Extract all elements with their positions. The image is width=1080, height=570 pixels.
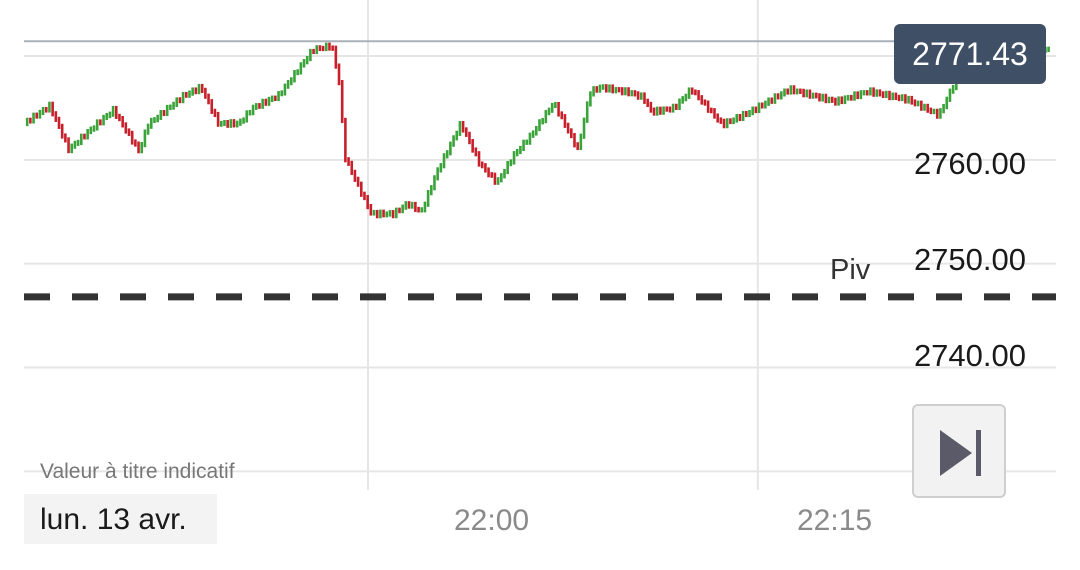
chart-grid [24, 0, 1056, 490]
price-bars [25, 42, 1050, 219]
y-tick-label: 2740.00 [913, 338, 1026, 373]
skip-to-end-icon [940, 430, 981, 476]
skip-to-end-button[interactable] [912, 404, 1006, 498]
x-tick-label: 22:00 [454, 504, 530, 537]
indicative-value-note: Valeur à titre indicatif [40, 460, 235, 483]
y-tick-label: 2750.00 [913, 242, 1026, 277]
date-label: lun. 13 avr. [24, 494, 217, 544]
reference-lines [24, 40, 1056, 301]
y-tick-label: 2760.00 [913, 146, 1026, 181]
pivot-label: Piv [830, 254, 871, 286]
current-price-tag: 2771.43 [894, 24, 1046, 84]
x-tick-label: 22:15 [797, 504, 873, 537]
